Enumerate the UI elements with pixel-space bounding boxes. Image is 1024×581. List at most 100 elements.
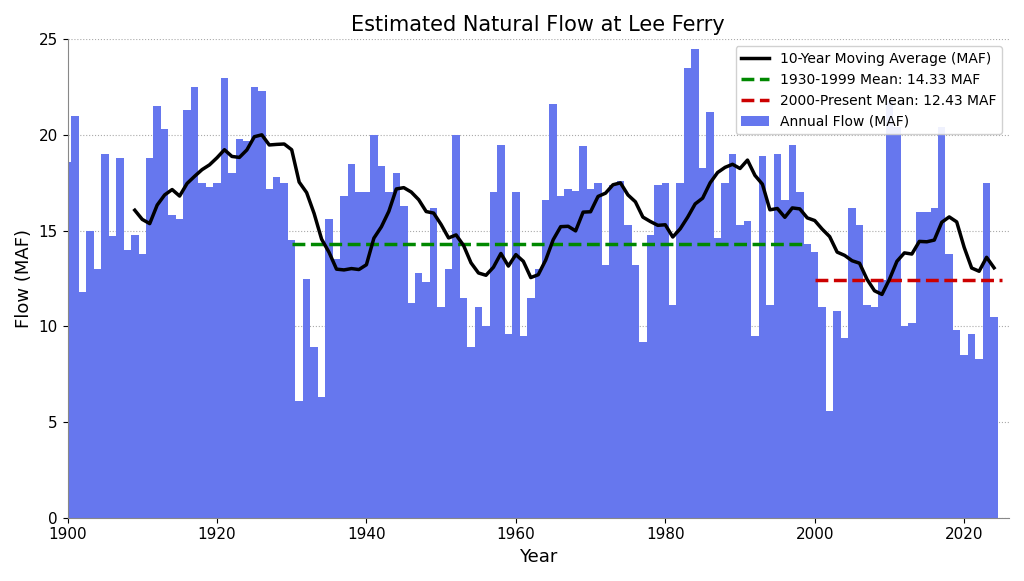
Bar [527, 297, 535, 518]
Bar [206, 187, 213, 518]
Bar [571, 191, 580, 518]
Bar [602, 265, 609, 518]
Bar [505, 334, 512, 518]
Bar [938, 127, 945, 518]
Bar [288, 241, 295, 518]
Bar [863, 306, 870, 518]
Bar [908, 322, 915, 518]
Bar [489, 192, 498, 518]
10-Year Moving Average (MAF) [853, 260, 865, 267]
Y-axis label: Flow (MAF): Flow (MAF) [15, 229, 33, 328]
Bar [378, 166, 385, 518]
Bar [931, 208, 938, 518]
Bar [983, 183, 990, 518]
10-Year Moving Average (MAF) [876, 291, 888, 298]
Bar [423, 282, 430, 518]
Bar [550, 105, 557, 518]
Bar [460, 297, 467, 518]
Bar [721, 183, 729, 518]
Bar [146, 158, 154, 518]
Bar [408, 303, 415, 518]
Bar [609, 185, 616, 518]
Bar [901, 327, 908, 518]
Bar [213, 183, 221, 518]
Bar [699, 167, 707, 518]
Bar [729, 154, 736, 518]
Bar [72, 116, 79, 518]
Bar [101, 154, 109, 518]
Bar [467, 347, 475, 518]
Bar [826, 411, 834, 518]
10-Year Moving Average (MAF) [256, 131, 268, 138]
Bar [714, 238, 721, 518]
Bar [879, 281, 886, 518]
Bar [437, 307, 444, 518]
Bar [124, 250, 131, 518]
Title: Estimated Natural Flow at Lee Ferry: Estimated Natural Flow at Lee Ferry [351, 15, 725, 35]
Bar [498, 145, 505, 518]
Bar [707, 112, 714, 518]
Bar [580, 146, 587, 518]
Bar [281, 183, 288, 518]
Bar [63, 162, 72, 518]
Bar [430, 208, 437, 518]
Bar [243, 141, 251, 518]
Bar [976, 359, 983, 518]
Bar [818, 307, 826, 518]
10-Year Moving Average (MAF) [988, 264, 1000, 271]
Bar [632, 265, 639, 518]
Bar [953, 330, 961, 518]
Bar [923, 211, 931, 518]
Bar [333, 259, 340, 518]
Bar [804, 244, 811, 518]
Bar [856, 225, 863, 518]
Bar [340, 196, 348, 518]
Bar [654, 185, 662, 518]
Bar [788, 145, 796, 518]
Bar [564, 189, 571, 518]
Bar [273, 177, 281, 518]
Bar [625, 225, 632, 518]
Bar [258, 91, 265, 518]
Bar [221, 78, 228, 518]
Bar [385, 192, 392, 518]
Bar [587, 189, 594, 518]
10-Year Moving Average (MAF) [712, 169, 724, 176]
Bar [736, 225, 743, 518]
Bar [236, 139, 243, 518]
Bar [190, 87, 199, 518]
Bar [834, 311, 841, 518]
Bar [400, 206, 408, 518]
Bar [93, 269, 101, 518]
Bar [691, 49, 699, 518]
Bar [773, 154, 781, 518]
Bar [968, 334, 976, 518]
Bar [310, 347, 317, 518]
Line: 10-Year Moving Average (MAF): 10-Year Moving Average (MAF) [135, 135, 994, 295]
Bar [138, 254, 146, 518]
Bar [512, 192, 519, 518]
10-Year Moving Average (MAF) [129, 207, 141, 214]
Bar [131, 235, 138, 518]
Bar [116, 158, 124, 518]
Bar [766, 306, 773, 518]
10-Year Moving Average (MAF) [936, 219, 948, 226]
Bar [326, 219, 333, 518]
Bar [945, 254, 953, 518]
Bar [961, 355, 968, 518]
Bar [355, 192, 362, 518]
Bar [392, 173, 400, 518]
Bar [781, 200, 788, 518]
X-axis label: Year: Year [519, 548, 557, 566]
Legend: 10-Year Moving Average (MAF), 1930-1999 Mean: 14.33 MAF, 2000-Present Mean: 12.4: 10-Year Moving Average (MAF), 1930-1999 … [735, 46, 1002, 134]
Bar [870, 307, 879, 518]
Bar [444, 269, 453, 518]
Bar [915, 211, 923, 518]
Bar [841, 338, 848, 518]
Bar [228, 173, 236, 518]
Bar [752, 336, 759, 518]
Bar [183, 110, 190, 518]
Bar [535, 269, 542, 518]
Bar [646, 235, 654, 518]
Bar [86, 231, 93, 518]
